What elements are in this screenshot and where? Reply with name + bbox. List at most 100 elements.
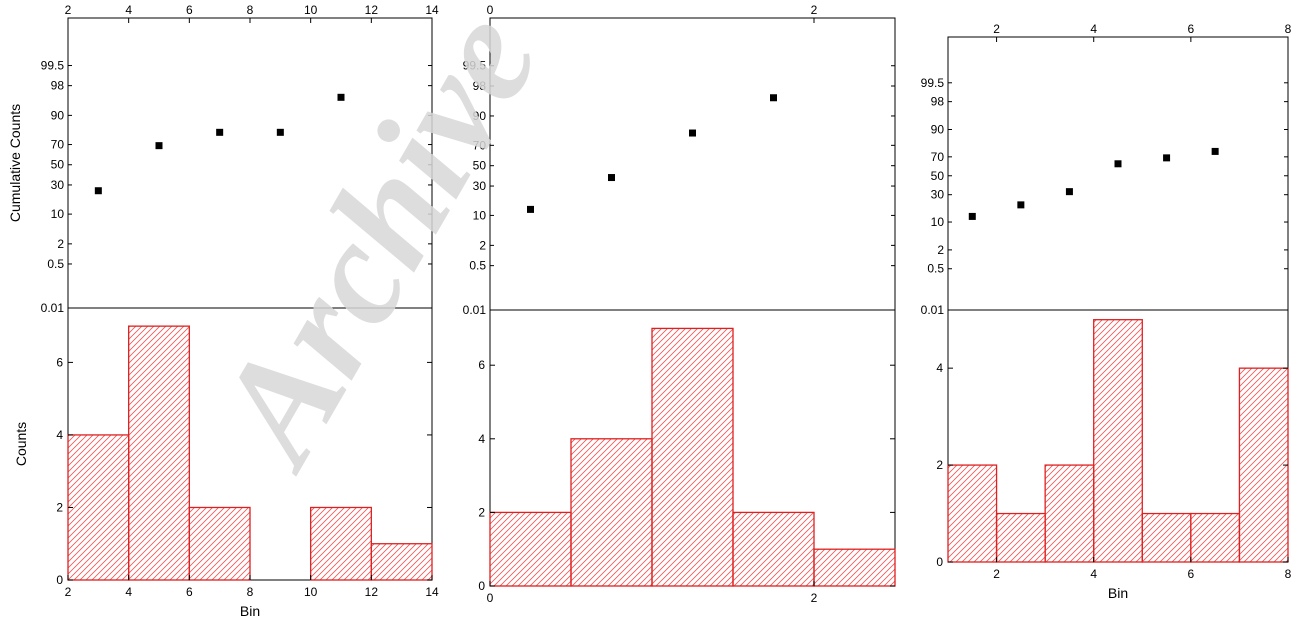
histogram-ytick-label: 4 [56,428,63,442]
top-xtick-label: 4 [1090,22,1097,36]
top-xtick-label: 12 [365,3,379,17]
watermark-text: Archive [181,0,570,493]
bottom-xtick-label: 0 [487,591,494,605]
histogram-bar [732,511,815,587]
histogram-bar [1190,512,1241,563]
histogram-ytick-label: 2 [478,505,485,519]
cumulative-point [276,128,284,136]
chart-panel-2: 0.01 0.5 2 10 30 50 70 90 98 99.5 0 2 0 2 4 6 0 2 [463,3,896,605]
top-xtick-label: 0 [487,3,494,17]
cumulative-ytick-label: 50 [51,158,65,172]
cumulative-ytick-label: 70 [473,138,487,152]
cumulative-ylabel: Cumulative Counts [7,104,23,222]
top-xtick-label: 4 [125,3,132,17]
cumulative-point [770,94,777,102]
cumulative-point [155,142,163,150]
histogram-ytick-label: 2 [936,458,943,472]
cumulative-point [216,128,224,136]
cumulative-ytick-label: 70 [51,138,65,152]
histogram-ytick-label: 6 [478,358,485,372]
cumulative-ytick-label: 90 [931,123,945,137]
histogram-bar [1141,512,1192,563]
bottom-xtick-label: 12 [365,585,379,599]
cumulative-ytick-label: 10 [473,208,487,222]
histogram-bar [370,543,433,581]
cumulative-point [337,93,345,101]
histogram-bar [1093,319,1143,563]
cumulative-ytick-label: 2 [937,243,944,257]
top-xtick-label: 14 [425,3,439,17]
histogram-bar [570,438,653,587]
histogram-ytick-label: 2 [56,500,63,514]
top-xtick-label: 6 [1188,22,1195,36]
top-xtick-label: 2 [811,3,818,17]
bottom-xtick-label: 4 [1090,567,1097,581]
cumulative-ytick-label: 98 [473,79,487,93]
top-xtick-label: 2 [65,3,72,17]
histogram-bar [1238,367,1289,563]
cumulative-ytick-label: 70 [931,150,945,164]
histogram-ytick-label: 0 [478,579,485,593]
cumulative-ytick-label: 98 [51,79,65,93]
cumulative-ytick-label: 99.5 [463,59,487,73]
top-xtick-label: 6 [186,3,193,17]
histogram-bar [995,512,1046,563]
cumulative-ytick-label: 0.01 [921,303,945,317]
histogram-ylabel: Counts [13,422,29,466]
cumulative-ytick-label: 98 [931,95,945,109]
cumulative-ytick-label: 2 [479,238,486,252]
cumulative-ytick-label: 50 [473,159,487,173]
bottom-xtick-label: 2 [811,591,818,605]
cumulative-ytick-label: 2 [57,237,64,251]
bottom-xtick-label: 10 [304,585,318,599]
histogram-bar [1044,464,1095,563]
histogram-ytick-label: 6 [56,355,63,369]
cumulative-ytick-label: 30 [51,178,65,192]
cumulative-ytick-label: 30 [931,188,945,202]
cumulative-point [1163,154,1171,162]
histogram-bar [651,327,734,587]
bottom-xtick-label: 2 [993,567,1000,581]
cumulative-ytick-label: 50 [931,169,945,183]
bottom-xtick-label: 8 [1285,567,1292,581]
chart-panel-3: 0.01 0.5 2 10 30 50 70 90 98 99.5 2 4 6 8 0 2 4 2 4 6 8 Bin [921,22,1292,601]
histogram-ytick-label: 0 [56,573,63,587]
cumulative-point [1211,147,1219,155]
bottom-xtick-label: 6 [186,585,193,599]
cumulative-point [1065,188,1073,196]
bottom-xtick-label: 6 [1188,567,1195,581]
top-xtick-label: 8 [247,3,254,17]
cumulative-point [689,129,696,137]
cumulative-ytick-label: 0.5 [927,262,944,276]
top-xtick-label: 8 [1285,22,1292,36]
cumulative-point [527,205,534,213]
bottom-xtick-label: 8 [247,585,254,599]
bottom-xtick-label: 14 [425,585,439,599]
cumulative-ytick-label: 90 [473,109,487,123]
histogram-xlabel: Bin [240,603,260,619]
histogram-bar [67,434,130,581]
cumulative-point [94,187,102,195]
histogram-ytick-label: 4 [478,432,485,446]
cumulative-point [1114,160,1122,168]
bottom-xtick-label: 4 [125,585,132,599]
cumulative-ytick-label: 0.5 [469,259,486,273]
histogram-bar [489,511,572,587]
histogram-bar [310,506,372,581]
cumulative-point [1017,201,1025,209]
cumulative-ytick-label: 0.5 [47,257,64,271]
cumulative-point [608,174,615,182]
cumulative-ytick-label: 0.01 [41,301,65,315]
cumulative-ytick-label: 0.01 [463,303,487,317]
histogram-xlabel: Bin [1108,585,1128,601]
cumulative-point [968,212,976,220]
cumulative-ytick-label: 90 [51,108,65,122]
cumulative-ytick-label: 99.5 [41,59,65,73]
top-xtick-label: 10 [304,3,318,17]
bottom-xtick-label: 2 [65,585,72,599]
cumulative-ytick-label: 30 [473,179,487,193]
histogram-bar [128,325,190,581]
histogram-bar [947,464,998,563]
